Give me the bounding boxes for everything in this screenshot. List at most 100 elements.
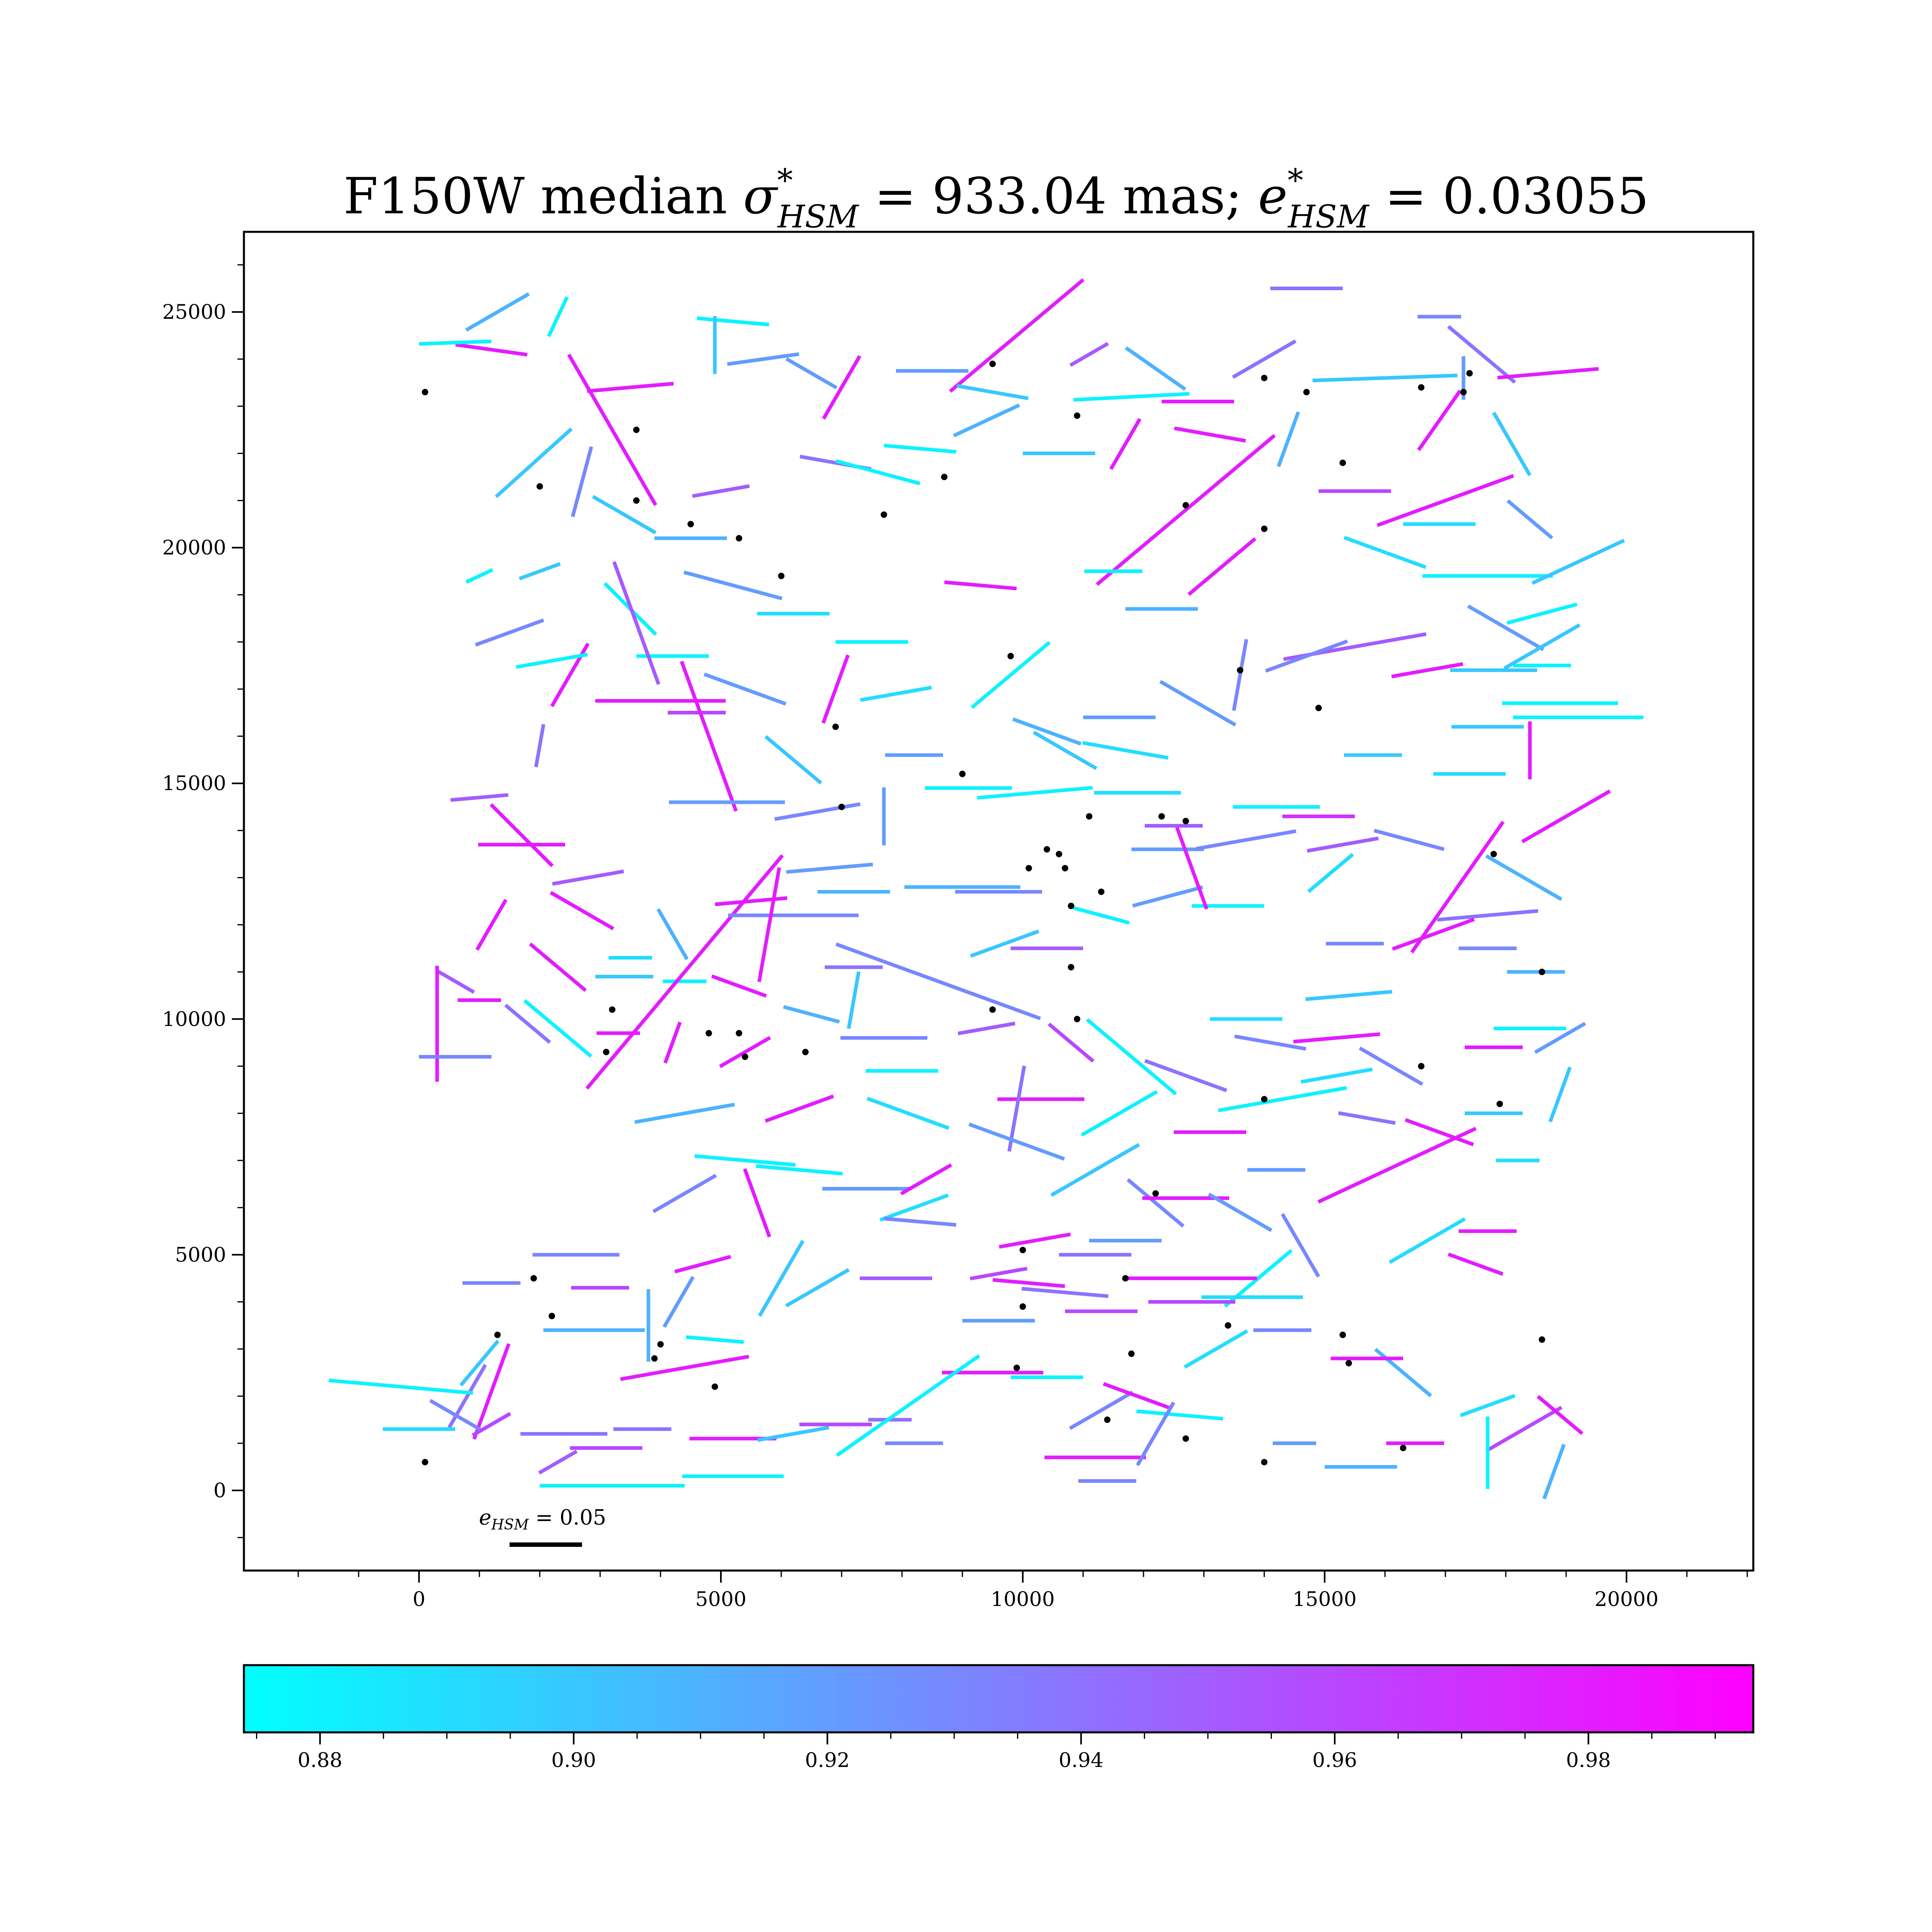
star-point	[1466, 370, 1473, 377]
ellipticity-whisker	[1144, 1059, 1228, 1092]
y-tick-label: 20000	[162, 536, 226, 559]
ellipticity-whisker	[1032, 731, 1098, 770]
star-point	[1261, 375, 1267, 382]
star-point	[1068, 902, 1074, 909]
ellipticity-whisker	[1417, 390, 1462, 451]
ellipticity-whisker	[835, 942, 1041, 1020]
star-point	[1152, 1190, 1159, 1197]
ellipticity-whisker	[785, 1268, 850, 1308]
ellipticity-whisker	[1534, 1022, 1586, 1054]
ellipticity-whisker	[489, 803, 554, 867]
ellipticity-whisker	[612, 561, 661, 685]
ellipticity-whisker	[674, 1255, 731, 1274]
ellipticity-whisker	[1265, 639, 1348, 673]
ellipticity-whisker	[1531, 539, 1625, 585]
ellipticity-whisker	[685, 1335, 744, 1344]
chart-title: F150W median σ* HSM = 933.04 mas; e* HSM =…	[343, 163, 1649, 235]
ellipticity-whisker	[1312, 374, 1458, 382]
plot-frame	[243, 231, 1754, 1572]
star-point	[1183, 817, 1189, 824]
point-layer	[422, 360, 1545, 1466]
ellipticity-whisker	[1109, 418, 1141, 470]
star-point	[1098, 888, 1104, 895]
star-point	[657, 1341, 664, 1348]
ellipticity-whisker	[786, 863, 873, 874]
star-point	[687, 521, 694, 528]
ellipticity-whisker	[663, 1022, 682, 1064]
ellipticity-whisker	[1175, 826, 1209, 910]
whisker-layer	[328, 278, 1643, 1500]
y-tick-label: 5000	[175, 1243, 226, 1266]
star-point	[1007, 653, 1014, 660]
x-tick-label: 20000	[1594, 1587, 1658, 1611]
ellipticity-whisker	[620, 1354, 749, 1381]
ellipticity-whisker	[944, 580, 1017, 590]
ellipticity-whisker	[475, 618, 545, 647]
title-end: = 0.03055	[1369, 167, 1649, 225]
ellipticity-whisker	[1492, 411, 1532, 477]
star-point	[802, 1049, 809, 1055]
star-point	[1074, 1016, 1080, 1022]
star-point	[422, 1459, 428, 1466]
ellipticity-whisker	[785, 357, 838, 390]
ellipticity-whisker	[1050, 1143, 1140, 1197]
ellipticity-whisker	[663, 1276, 695, 1328]
ellipticity-whisker	[571, 446, 593, 517]
ellipticity-whisker	[1485, 1406, 1563, 1453]
ellipticity-whisker	[1293, 1032, 1380, 1044]
ellipticity-whisker	[719, 1036, 771, 1068]
star-point	[609, 1006, 615, 1013]
star-point	[712, 1383, 718, 1390]
ellipticity-whisker	[977, 786, 1093, 800]
ellipticity-whisker	[1343, 536, 1427, 569]
ellipticity-whisker	[1234, 1034, 1307, 1051]
ellipticity-whisker	[656, 908, 689, 960]
ellipticity-whisker	[900, 1163, 952, 1195]
star-point	[1225, 1322, 1231, 1329]
colorbar-gradient	[243, 1664, 1754, 1734]
star-point	[838, 803, 845, 810]
star-point	[1315, 704, 1322, 711]
ellipticity-whisker	[1497, 367, 1599, 380]
ellipticity-whisker	[495, 427, 573, 498]
star-point	[1303, 389, 1310, 396]
star-point	[1340, 1331, 1346, 1338]
ellipticity-whisker	[450, 793, 509, 802]
star-point	[633, 426, 640, 433]
ellipticity-whisker	[459, 1340, 500, 1387]
ellipticity-whisker	[835, 459, 921, 485]
plot-area	[328, 278, 1643, 1500]
ellipticity-whisker	[968, 1122, 1065, 1161]
reference-whisker-legend: eHSM = 0.05	[479, 1506, 606, 1547]
star-point	[603, 1049, 609, 1055]
star-point	[1183, 502, 1189, 509]
ellipticity-whisker	[1159, 680, 1236, 727]
ellipticity-whisker	[1007, 1065, 1026, 1152]
ellipticity-whisker	[1467, 604, 1544, 651]
title-e-sup: *	[1288, 163, 1303, 199]
ellipticity-whisker	[970, 929, 1040, 958]
ellipticity-whisker	[455, 343, 528, 357]
ellipticity-whisker	[585, 854, 784, 1090]
star-point	[1104, 1416, 1110, 1423]
ellipticity-whisker	[1208, 1193, 1273, 1232]
title-middle: = 933.04 mas;	[859, 167, 1258, 225]
ellipticity-whisker	[1404, 1118, 1474, 1146]
ellipticity-whisker	[1136, 1402, 1175, 1466]
colorbar-tick-label: 0.92	[805, 1748, 850, 1772]
star-point	[1026, 865, 1032, 872]
star-point	[742, 1053, 748, 1060]
ellipticity-whisker	[534, 724, 545, 768]
ellipticity-whisker	[1542, 1443, 1566, 1500]
ellipticity-whisker	[1081, 1090, 1158, 1137]
x-tick-label: 5000	[695, 1587, 746, 1611]
ellipticity-whisker	[757, 1426, 830, 1442]
ellipticity-whisker	[465, 292, 530, 332]
y-axis: 0 5000 10000 15000 20000 25000	[162, 264, 244, 1538]
ellipticity-whisker	[1069, 342, 1109, 367]
ellipticity-whisker	[683, 570, 782, 601]
ellipticity-whisker	[435, 969, 475, 994]
ellipticity-whisker	[860, 685, 932, 702]
star-point	[1496, 1100, 1503, 1107]
